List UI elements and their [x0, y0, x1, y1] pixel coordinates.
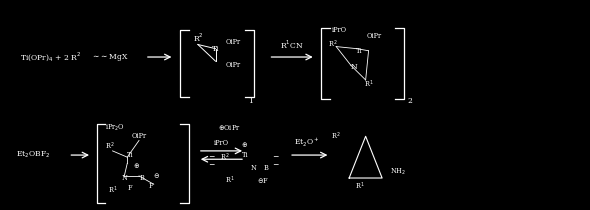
Text: Ti(OPr)$_4$ + 2 R$^2$: Ti(OPr)$_4$ + 2 R$^2$ [20, 50, 81, 64]
Text: $\oplus$OiPr: $\oplus$OiPr [218, 123, 241, 133]
Text: $-$: $-$ [208, 151, 215, 159]
Text: Et$_2$O$^+$: Et$_2$O$^+$ [294, 136, 320, 149]
Text: N: N [251, 164, 257, 172]
Text: $-$: $-$ [208, 159, 215, 167]
Text: $-$: $-$ [273, 151, 280, 159]
Text: 2: 2 [407, 97, 412, 105]
Text: $\oplus$: $\oplus$ [133, 161, 140, 170]
Text: $\ominus$F: $\ominus$F [257, 176, 268, 185]
Text: OiPr: OiPr [132, 132, 146, 140]
Text: R$^1$: R$^1$ [225, 175, 235, 186]
Text: Ti: Ti [356, 47, 363, 55]
Text: $\oplus$: $\oplus$ [241, 140, 248, 149]
Text: iPrO: iPrO [332, 26, 347, 34]
Text: R$^2$: R$^2$ [192, 32, 203, 45]
Text: 1: 1 [248, 97, 253, 105]
Text: OiPr: OiPr [367, 32, 382, 40]
Text: $\ominus$: $\ominus$ [153, 171, 160, 180]
Text: N: N [350, 63, 357, 71]
Text: $-$: $-$ [273, 159, 280, 167]
Text: OiPr: OiPr [225, 61, 241, 69]
Text: R$^2$: R$^2$ [329, 39, 338, 50]
Text: R$^2$: R$^2$ [332, 131, 341, 142]
Text: $\sim\!\sim$MgX: $\sim\!\sim$MgX [91, 51, 129, 63]
Text: R$^1$: R$^1$ [355, 181, 365, 192]
Text: Ti: Ti [212, 45, 219, 53]
Text: F: F [149, 182, 153, 190]
Text: B: B [263, 164, 268, 172]
Text: B: B [139, 174, 145, 182]
Text: R$^2$: R$^2$ [219, 151, 229, 163]
Text: OiPr: OiPr [225, 38, 241, 46]
Text: Ti: Ti [127, 151, 133, 159]
Text: iPrO: iPrO [214, 139, 229, 147]
Text: N: N [122, 174, 127, 182]
Text: R$^1$: R$^1$ [108, 185, 117, 196]
Text: R$^1$CN: R$^1$CN [280, 38, 304, 51]
Text: R$^2$: R$^2$ [105, 141, 114, 152]
Text: Et$_2$OBF$_2$: Et$_2$OBF$_2$ [16, 150, 50, 160]
Text: iPr$_2$O: iPr$_2$O [106, 123, 126, 133]
Text: Ti: Ti [242, 151, 248, 159]
Text: R$^1$: R$^1$ [364, 79, 373, 90]
Text: NH$_2$: NH$_2$ [390, 167, 406, 177]
Text: F: F [128, 184, 133, 192]
